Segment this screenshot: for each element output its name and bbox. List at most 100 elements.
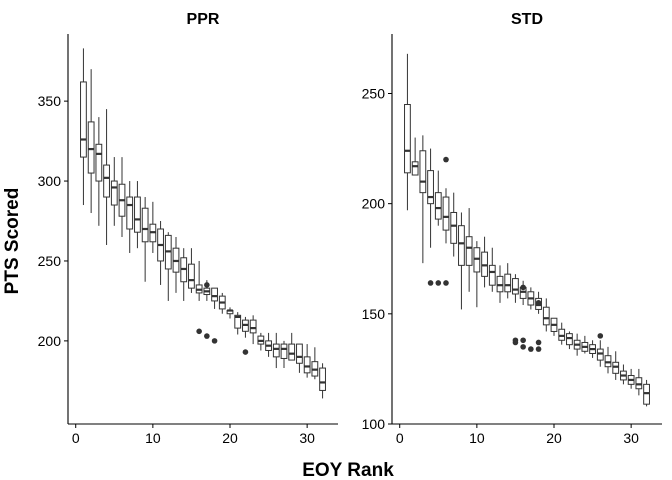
iqr-box	[95, 143, 103, 182]
iqr-box	[411, 161, 419, 176]
box-rank-21	[234, 312, 242, 335]
box-rank-1	[80, 48, 87, 206]
box-rank-21	[558, 322, 566, 345]
outlier-point	[520, 284, 526, 291]
y-tick-label: 350	[38, 93, 62, 109]
y-tick-label: 250	[362, 85, 386, 101]
outlier-point	[597, 333, 604, 339]
box-rank-25	[265, 332, 272, 357]
iqr-box	[643, 383, 650, 405]
iqr-box	[134, 196, 141, 233]
box-rank-5	[434, 170, 442, 226]
panel-ppr: PPR 200 250 300 350 0 10 20 30	[38, 11, 338, 446]
box-rank-8	[458, 212, 465, 310]
y-tick-label: 200	[362, 196, 386, 212]
box-rank-30	[627, 368, 635, 389]
box-rank-14	[180, 248, 188, 301]
iqr-box	[303, 356, 311, 374]
box-rank-2	[411, 137, 419, 176]
box-rank-31	[635, 368, 643, 396]
iqr-box	[272, 343, 280, 358]
iqr-box	[280, 343, 288, 359]
box-rank-10	[473, 241, 481, 308]
iqr-box	[558, 328, 566, 341]
iqr-box	[512, 278, 519, 295]
box-rank-20	[550, 317, 558, 336]
y-tick-label: 300	[38, 173, 62, 189]
box-rank-31	[311, 347, 319, 380]
box-rank-22	[566, 331, 573, 350]
outlier-point	[520, 344, 526, 350]
box-rank-11	[481, 236, 488, 288]
x-tick-label: 30	[299, 430, 315, 446]
box-rank-27	[280, 340, 288, 369]
box-rank-4	[427, 148, 434, 248]
iqr-box	[80, 81, 87, 158]
box-rank-13	[172, 236, 180, 293]
x-tick-label: 0	[72, 430, 80, 446]
box-rank-15	[512, 274, 519, 303]
box-rank-8	[134, 181, 141, 249]
box-rank-7	[126, 181, 134, 253]
box-rank-3	[419, 135, 427, 264]
outlier-point	[435, 280, 442, 286]
iqr-box	[635, 377, 643, 390]
iqr-box	[604, 355, 612, 368]
x-tick-label: 30	[623, 430, 639, 446]
iqr-box	[427, 170, 434, 205]
iqr-box	[87, 121, 95, 174]
iqr-box	[596, 348, 604, 361]
box-rank-5	[110, 157, 118, 226]
box-rank-32	[319, 363, 326, 399]
x-tick-label: 20	[222, 430, 238, 446]
box-rank-2	[87, 69, 95, 214]
y-axis-title: PTS Scored	[2, 188, 23, 295]
iqr-box	[404, 104, 411, 174]
box-rank-19	[542, 298, 550, 332]
box-rank-25	[589, 340, 596, 358]
box-rank-10	[149, 201, 157, 253]
outlier-point	[528, 346, 534, 352]
box-rank-27	[604, 346, 612, 374]
iqr-box	[442, 196, 450, 231]
box-rank-26	[272, 332, 280, 369]
facet-panels: PPR 200 250 300 350 0 10 20 30 STD 100 150 200 250 0 10…	[38, 11, 662, 446]
panel-title-ppr: PPR	[187, 11, 220, 28]
iqr-box	[465, 236, 473, 266]
box-rank-17	[527, 287, 535, 310]
box-rank-12	[164, 232, 172, 301]
iqr-box	[419, 150, 427, 194]
box-rank-15	[188, 248, 195, 293]
iqr-box	[288, 343, 296, 361]
box-rank-20	[226, 307, 234, 319]
box-rank-14	[504, 263, 512, 299]
outlier-point	[535, 346, 542, 352]
outlier-point	[204, 333, 210, 339]
outlier-point	[427, 280, 434, 286]
box-rank-23	[249, 315, 257, 345]
iqr-box	[188, 263, 195, 289]
iqr-box	[249, 319, 257, 334]
iqr-box	[504, 273, 512, 293]
outlier-point	[211, 338, 218, 344]
panel-std: STD 100 150 200 250 0 10 20 30	[362, 11, 662, 446]
box-rank-29	[620, 364, 627, 385]
box-rank-13	[496, 265, 504, 303]
iqr-box	[473, 247, 481, 273]
iqr-box	[458, 225, 465, 266]
outlier-point	[443, 156, 449, 163]
iqr-box	[496, 275, 504, 293]
outlier-point	[512, 339, 519, 346]
box-rank-4	[103, 109, 110, 245]
box-rank-26	[596, 340, 604, 367]
iqr-box	[126, 196, 134, 230]
box-rank-1	[404, 53, 411, 211]
iqr-box	[141, 207, 149, 243]
y-tick-label: 250	[38, 253, 62, 269]
box-rank-28	[612, 351, 620, 380]
iqr-box	[103, 164, 110, 198]
box-rank-24	[581, 335, 589, 354]
outlier-point	[535, 339, 542, 346]
iqr-box	[234, 314, 242, 329]
